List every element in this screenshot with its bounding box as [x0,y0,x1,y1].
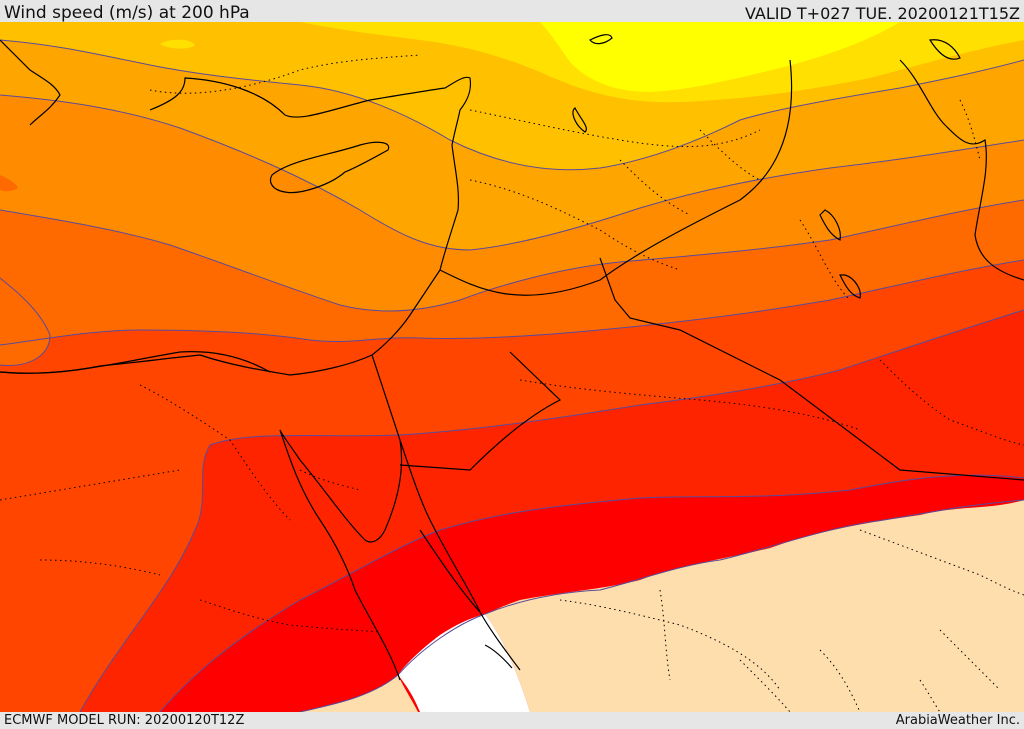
patch-cyprus-gold [160,39,195,49]
map-title: Wind speed (m/s) at 200 hPa [4,3,250,23]
coastlines [0,34,1024,681]
header-bar: Wind speed (m/s) at 200 hPa VALID T+027 … [0,0,1024,23]
wind-speed-map[interactable] [0,22,1024,712]
valid-time: VALID T+027 TUE. 20200121T15Z [744,4,1020,23]
band-calm [485,500,1024,712]
patch-left-orange [0,175,18,192]
credit-label: ArabiaWeather Inc. [895,713,1020,728]
band-calm-southwest [300,675,418,712]
band-yellow [540,22,900,92]
admin-boundaries [0,54,1024,712]
model-run-label: ECMWF MODEL RUN: 20200120T12Z [4,713,245,728]
footer-bar: ECMWF MODEL RUN: 20200120T12Z ArabiaWeat… [0,712,1024,729]
contour-lines [0,39,1024,712]
